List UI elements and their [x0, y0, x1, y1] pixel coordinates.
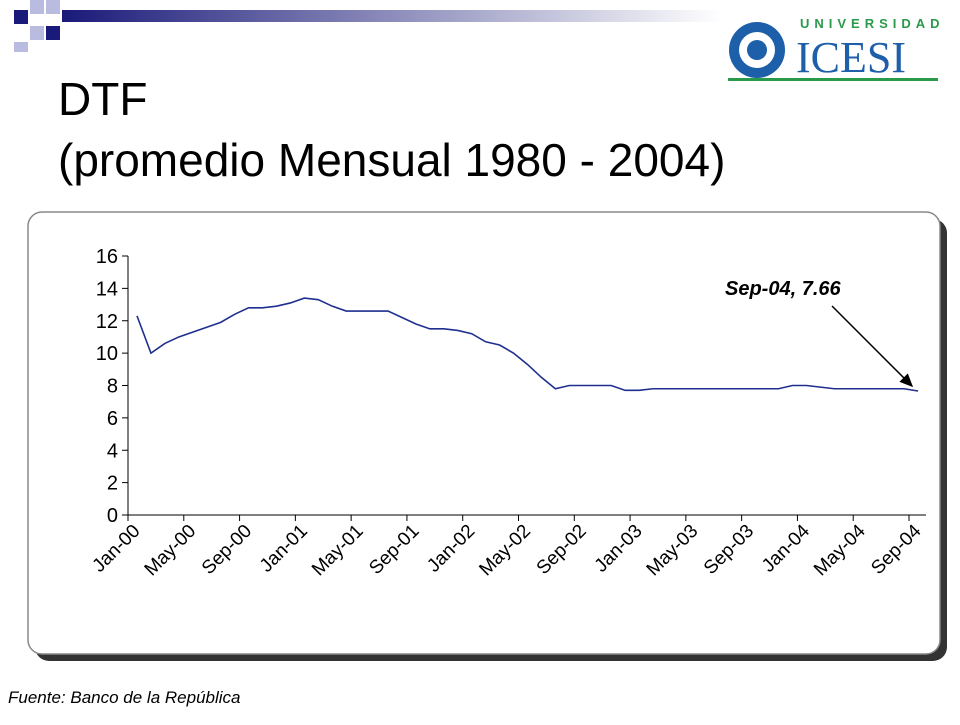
- y-tick-label: 0: [107, 505, 118, 527]
- chart-box: [27, 211, 941, 655]
- y-tick-label: 14: [96, 278, 118, 300]
- annotation: Sep-04, 7.66: [725, 278, 842, 300]
- y-tick-label: 4: [107, 440, 118, 462]
- title: DTF: [58, 73, 147, 125]
- y-tick-label: 6: [107, 408, 118, 430]
- subtitle: (promedio Mensual 1980 - 2004): [58, 134, 725, 186]
- y-tick-label: 12: [96, 311, 118, 333]
- logo-top: UNIVERSIDAD: [800, 16, 945, 31]
- logo-name: ICESI: [796, 33, 906, 82]
- annotation-arrow: [831, 305, 914, 388]
- y-tick-label: 2: [107, 473, 118, 495]
- y-tick-label: 16: [96, 246, 118, 268]
- corner-squares: [14, 0, 722, 52]
- y-tick-label: 10: [96, 343, 118, 365]
- y-tick-label: 8: [107, 376, 118, 398]
- logo: UNIVERSIDAD ICESI: [728, 16, 945, 82]
- data-line: [136, 297, 919, 392]
- source: Fuente: Banco de la República: [8, 688, 241, 707]
